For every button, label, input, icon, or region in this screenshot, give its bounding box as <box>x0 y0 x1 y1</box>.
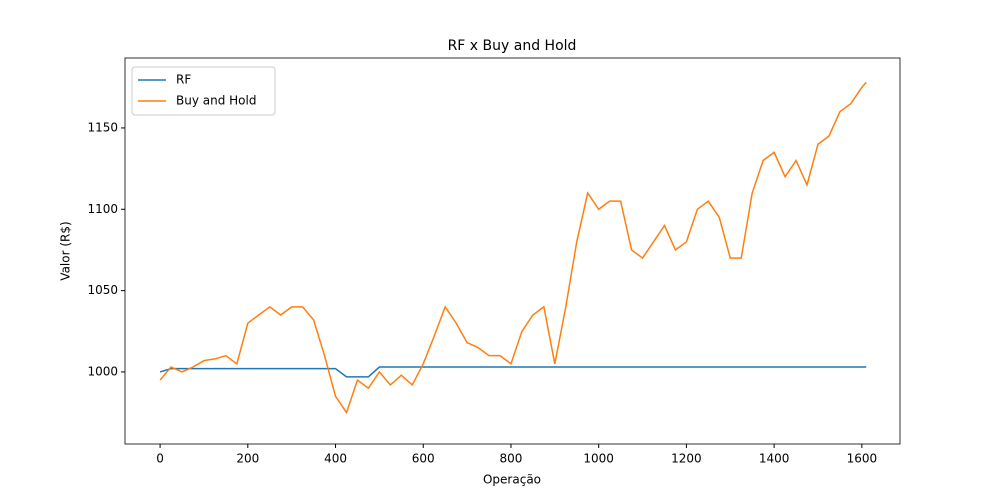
x-tick-label: 1600 <box>847 452 878 466</box>
x-tick-label: 600 <box>412 452 435 466</box>
x-tick-label: 400 <box>324 452 347 466</box>
legend-label: Buy and Hold <box>176 94 256 108</box>
legend-box <box>131 66 276 116</box>
y-tick-label: 1150 <box>87 120 118 134</box>
x-tick-label: 800 <box>500 452 523 466</box>
x-tick-label: 200 <box>236 452 259 466</box>
series-line <box>159 366 867 378</box>
x-tick-label: 0 <box>156 452 164 466</box>
y-tick-label: 1000 <box>87 364 118 378</box>
series-line <box>159 81 867 415</box>
x-tick-label: 1200 <box>671 452 702 466</box>
y-tick-label: 1050 <box>87 283 118 297</box>
plot-frame <box>124 57 901 445</box>
y-tick-label: 1100 <box>87 202 118 216</box>
x-tick-label: 1400 <box>759 452 790 466</box>
x-axis-label: Operação <box>483 473 541 487</box>
legend-label: RF <box>176 73 191 87</box>
y-axis-label: Valor (R$) <box>59 221 73 280</box>
x-tick-label: 1000 <box>583 452 614 466</box>
chart-title: RF x Buy and Hold <box>448 38 577 54</box>
